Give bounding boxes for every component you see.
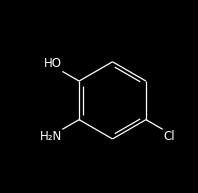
Text: HO: HO bbox=[44, 58, 62, 70]
Text: H₂N: H₂N bbox=[40, 130, 62, 143]
Text: Cl: Cl bbox=[163, 130, 175, 143]
